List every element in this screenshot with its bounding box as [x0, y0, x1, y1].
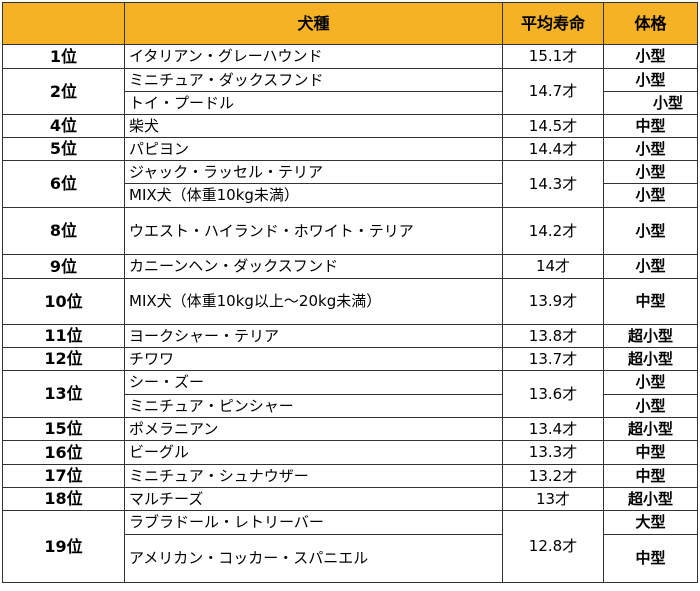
- rank-cell: 4位: [2, 114, 125, 138]
- table-row: 8位 ウエスト・ハイランド・ホワイト・テリア 14.2才 小型: [2, 207, 698, 255]
- size-cell: 小型: [603, 91, 698, 115]
- breed-cell: シー・ズー: [124, 370, 503, 395]
- breed-cell: ポメラニアン: [124, 417, 503, 441]
- size-cell: 小型: [603, 68, 698, 92]
- table-row: トイ・プードル 小型: [3, 91, 698, 115]
- rank-cell: 1位: [2, 44, 125, 69]
- size-cell: 小型: [603, 254, 698, 279]
- size-cell: 大型: [603, 510, 698, 535]
- header-life: 平均寿命: [502, 2, 604, 45]
- table-row: 9位 カニーンヘン・ダックスフンド 14才 小型: [2, 254, 698, 279]
- breed-cell: カニーンヘン・ダックスフンド: [124, 254, 503, 279]
- table-row: 18位 マルチーズ 13才 超小型: [2, 487, 698, 511]
- table-row: 10位 MIX犬（体重10kg以上～20kg未満） 13.9才 中型: [2, 278, 698, 325]
- breed-cell: ビーグル: [124, 440, 503, 465]
- table-row: 1位 イタリアン・グレーハウンド 15.1才 小型: [2, 44, 698, 69]
- breed-cell: ミニチュア・ピンシャー: [124, 394, 503, 418]
- life-cell: 14.2才: [502, 207, 604, 255]
- breed-cell: チワワ: [124, 347, 503, 371]
- life-cell: 13.4才: [502, 417, 604, 441]
- breed-cell: ウエスト・ハイランド・ホワイト・テリア: [124, 207, 503, 255]
- size-cell: 小型: [603, 183, 698, 208]
- header-breed: 犬種: [124, 2, 503, 45]
- breed-cell: ジャック・ラッセル・テリア: [124, 160, 503, 184]
- table-row: 2位 ミニチュア・ダックスフンド 14.7才 小型: [2, 68, 698, 115]
- breed-cell: パピヨン: [124, 137, 503, 161]
- rank-cell: 6位: [2, 160, 125, 208]
- breed-cell: 柴犬: [124, 114, 503, 138]
- size-cell: 超小型: [603, 324, 698, 348]
- life-cell: 13.2才: [502, 464, 604, 488]
- breed-cell: MIX犬（体重10kg未満）: [124, 183, 503, 208]
- table-row: 6位 ジャック・ラッセル・テリア 14.3才 小型: [2, 160, 698, 208]
- life-cell: 13.3才: [502, 440, 604, 465]
- breed-cell: MIX犬（体重10kg以上～20kg未満）: [124, 278, 503, 325]
- rank-cell: 5位: [2, 137, 125, 161]
- size-cell: 超小型: [603, 487, 698, 511]
- rank-cell: 13位: [2, 370, 125, 418]
- rank-cell: 18位: [2, 487, 125, 511]
- life-cell: 13.9才: [502, 278, 604, 325]
- table-row: アメリカン・コッカー・スパニエル 中型: [3, 534, 698, 583]
- size-cell: 小型: [603, 160, 698, 184]
- size-cell: 小型: [603, 44, 698, 69]
- rank-cell: 16位: [2, 440, 125, 465]
- lifespan-table: 犬種 平均寿命 体格 1位 イタリアン・グレーハウンド 15.1才 小型 2位 …: [2, 2, 698, 583]
- life-cell: 15.1才: [502, 44, 604, 69]
- breed-cell: アメリカン・コッカー・スパニエル: [124, 534, 503, 583]
- breed-cell: ミニチュア・ダックスフンド: [124, 68, 503, 92]
- header-rank: [2, 2, 125, 45]
- table-row: 5位 パピヨン 14.4才 小型: [2, 137, 698, 161]
- table-row: 13位 シー・ズー 13.6才 小型: [2, 370, 698, 418]
- rank-cell: 11位: [2, 324, 125, 348]
- size-cell: 中型: [603, 534, 698, 583]
- breed-cell: マルチーズ: [124, 487, 503, 511]
- table-row: 19位 ラブラドール・レトリーバー 12.8才 大型: [2, 510, 698, 583]
- rank-cell: 12位: [2, 347, 125, 371]
- life-cell: 14.3才: [502, 160, 604, 208]
- life-cell: 14.5才: [502, 114, 604, 138]
- header-row: 犬種 平均寿命 体格: [2, 2, 698, 45]
- breed-cell: イタリアン・グレーハウンド: [124, 44, 503, 69]
- size-cell: 小型: [603, 394, 698, 418]
- size-cell: 中型: [603, 440, 698, 465]
- life-cell: 12.8才: [502, 510, 604, 583]
- header-size: 体格: [603, 2, 698, 45]
- life-cell: 13.6才: [502, 370, 604, 418]
- life-cell: 14才: [502, 254, 604, 279]
- breed-cell: ヨークシャー・テリア: [124, 324, 503, 348]
- life-cell: 13.7才: [502, 347, 604, 371]
- rank-cell: 9位: [2, 254, 125, 279]
- table-row: 12位 チワワ 13.7才 超小型: [2, 347, 698, 371]
- rank-cell: 15位: [2, 417, 125, 441]
- table-row: 15位 ポメラニアン 13.4才 超小型: [2, 417, 698, 441]
- breed-cell: ミニチュア・シュナウザー: [124, 464, 503, 488]
- size-cell: 中型: [603, 464, 698, 488]
- table-row: 16位 ビーグル 13.3才 中型: [2, 440, 698, 465]
- size-cell: 小型: [603, 137, 698, 161]
- life-cell: 13.8才: [502, 324, 604, 348]
- life-cell: 14.4才: [502, 137, 604, 161]
- rank-cell: 8位: [2, 207, 125, 255]
- size-cell: 中型: [603, 114, 698, 138]
- size-cell: 超小型: [603, 417, 698, 441]
- rank-cell: 17位: [2, 464, 125, 488]
- breed-cell: ラブラドール・レトリーバー: [124, 510, 503, 535]
- table-row: 17位 ミニチュア・シュナウザー 13.2才 中型: [2, 464, 698, 488]
- table-row: 11位 ヨークシャー・テリア 13.8才 超小型: [2, 324, 698, 348]
- life-cell: 13才: [502, 487, 604, 511]
- life-cell: 14.7才: [502, 68, 604, 115]
- size-cell: 超小型: [603, 347, 698, 371]
- size-cell: 小型: [603, 370, 698, 395]
- rank-cell: 10位: [2, 278, 125, 325]
- breed-cell: トイ・プードル: [124, 91, 503, 115]
- rank-cell: 19位: [2, 510, 125, 583]
- size-cell: 中型: [603, 278, 698, 325]
- rank-cell: 2位: [2, 68, 125, 115]
- table-row: 4位 柴犬 14.5才 中型: [2, 114, 698, 138]
- size-cell: 小型: [603, 207, 698, 255]
